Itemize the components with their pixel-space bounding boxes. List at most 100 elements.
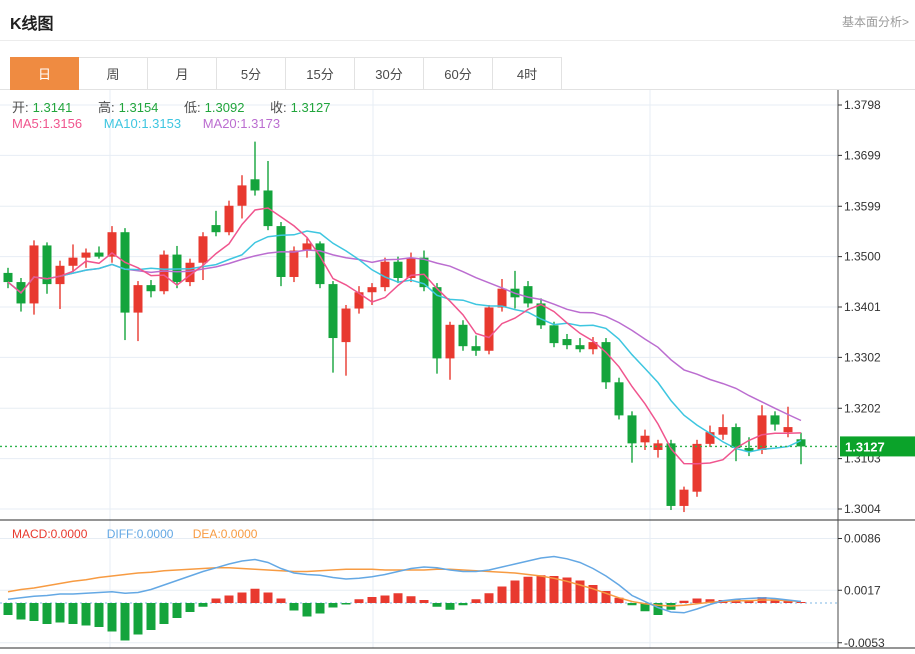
candle-body-down (770, 415, 780, 425)
macd-bar (107, 603, 117, 632)
macd-bar (263, 592, 273, 603)
ma20-label: MA20: (202, 116, 241, 131)
macd-bar (185, 603, 195, 612)
macd-bar (640, 603, 650, 612)
candle-body-down (432, 287, 442, 359)
candle-body-down (146, 285, 156, 292)
tab-week[interactable]: 周 (79, 57, 148, 90)
price-tick-label: 1.3302 (844, 350, 881, 364)
macd-bar (536, 575, 546, 603)
macd-bar (16, 603, 26, 620)
candle-body-down (3, 272, 13, 283)
macd-tick-label: 0.0017 (844, 583, 881, 597)
candle-body-up (705, 432, 715, 444)
candle-body-up (445, 324, 455, 359)
diff-line (7, 555, 802, 614)
macd-bar (393, 593, 403, 603)
tab-15min[interactable]: 15分 (286, 57, 355, 90)
candle-body-down (250, 179, 260, 191)
tab-4hour[interactable]: 4时 (493, 57, 562, 90)
period-tab-bar: 日周月 5分 15分 30分 60分 4时 (0, 57, 915, 90)
macd-readout: MACD:0.0000 DIFF:0.0000 DEA:0.0000 (12, 527, 257, 541)
fundamental-analysis-link[interactable]: 基本面分析> (841, 15, 909, 29)
candle-body-up (367, 287, 377, 293)
macd-bar (380, 595, 390, 603)
candle-body-down (601, 342, 611, 383)
macd-bar (510, 580, 520, 603)
macd-bar (679, 600, 689, 603)
open-value: 1.3141 (32, 100, 73, 115)
macd-bar (575, 580, 585, 603)
tab-5min[interactable]: 5分 (217, 57, 286, 90)
candle-body-down (549, 325, 559, 344)
candle-body-up (133, 285, 143, 313)
candle-body-up (718, 427, 728, 435)
ma20-line (7, 249, 802, 422)
candle-body-up (588, 342, 598, 350)
candle-body-down (42, 245, 52, 285)
macd-tick-label: -0.0053 (844, 636, 885, 650)
macd-bar (250, 588, 260, 603)
open-label: 开: (12, 100, 29, 115)
macd-bar (458, 603, 468, 606)
low-label: 低: (184, 100, 201, 115)
tab-30min[interactable]: 30分 (355, 57, 424, 90)
candle-body-up (55, 265, 65, 285)
price-tick-label: 1.3699 (844, 148, 881, 162)
candle-body-down (120, 232, 130, 313)
candle-body-up (757, 415, 767, 450)
tab-month[interactable]: 月 (148, 57, 217, 90)
close-value: 1.3127 (290, 100, 331, 115)
macd-bar (146, 603, 156, 630)
candle-body-up (159, 254, 169, 292)
candle-body-up (380, 261, 390, 288)
candle-body-down (211, 225, 221, 233)
candle-body-up (198, 236, 208, 263)
close-label: 收: (270, 100, 287, 115)
page-title: K线图 (10, 16, 54, 33)
candle-body-down (328, 284, 338, 339)
macd-bar (770, 599, 780, 603)
candle-body-up (354, 292, 364, 309)
price-tick-label: 1.3798 (844, 98, 881, 112)
macd-bar (705, 599, 715, 603)
ma-readout: MA5:1.3156 MA10:1.3153 MA20:1.3173 (12, 116, 280, 131)
ma5-line (7, 207, 802, 465)
candle-body-up (653, 443, 663, 450)
macd-tick-label: 0.0086 (844, 532, 881, 546)
macd-bar (588, 585, 598, 603)
candle-body-up (29, 245, 39, 304)
dea-label: DEA: (192, 527, 221, 541)
candle-body-up (406, 257, 416, 278)
macd-bar (692, 598, 702, 603)
candle-body-down (393, 261, 403, 278)
high-value: 1.3154 (118, 100, 159, 115)
candle-body-down (627, 415, 637, 444)
tab-60min[interactable]: 60分 (424, 57, 493, 90)
macd-bar (289, 603, 299, 611)
high-label: 高: (98, 100, 115, 115)
macd-bar (29, 603, 39, 621)
candle-body-down (94, 252, 104, 257)
candle-body-up (289, 250, 299, 277)
candle-body-down (575, 345, 585, 350)
candle-body-up (640, 435, 650, 443)
ma20-value: 1.3173 (240, 116, 281, 131)
ma5-value: 1.3156 (42, 116, 83, 131)
macd-bar (94, 603, 104, 627)
macd-bar (172, 603, 182, 618)
candlestick-chart[interactable]: 1.3798 1.3699 1.3599 1.3500 1.3401 1.3302 1.32… (0, 90, 915, 654)
macd-bar (627, 603, 637, 606)
macd-bar (68, 603, 78, 624)
candle-body-down (796, 439, 806, 447)
macd-bar (445, 603, 455, 610)
candle-body-up (68, 257, 78, 266)
macd-bar (419, 600, 429, 603)
candle-body-up (224, 205, 234, 233)
macd-bar (562, 577, 572, 603)
candle-body-down (731, 427, 741, 448)
candle-body-down (614, 382, 624, 416)
macd-bar (523, 576, 533, 603)
tab-day[interactable]: 日 (10, 57, 79, 90)
candle-body-up (185, 262, 195, 283)
